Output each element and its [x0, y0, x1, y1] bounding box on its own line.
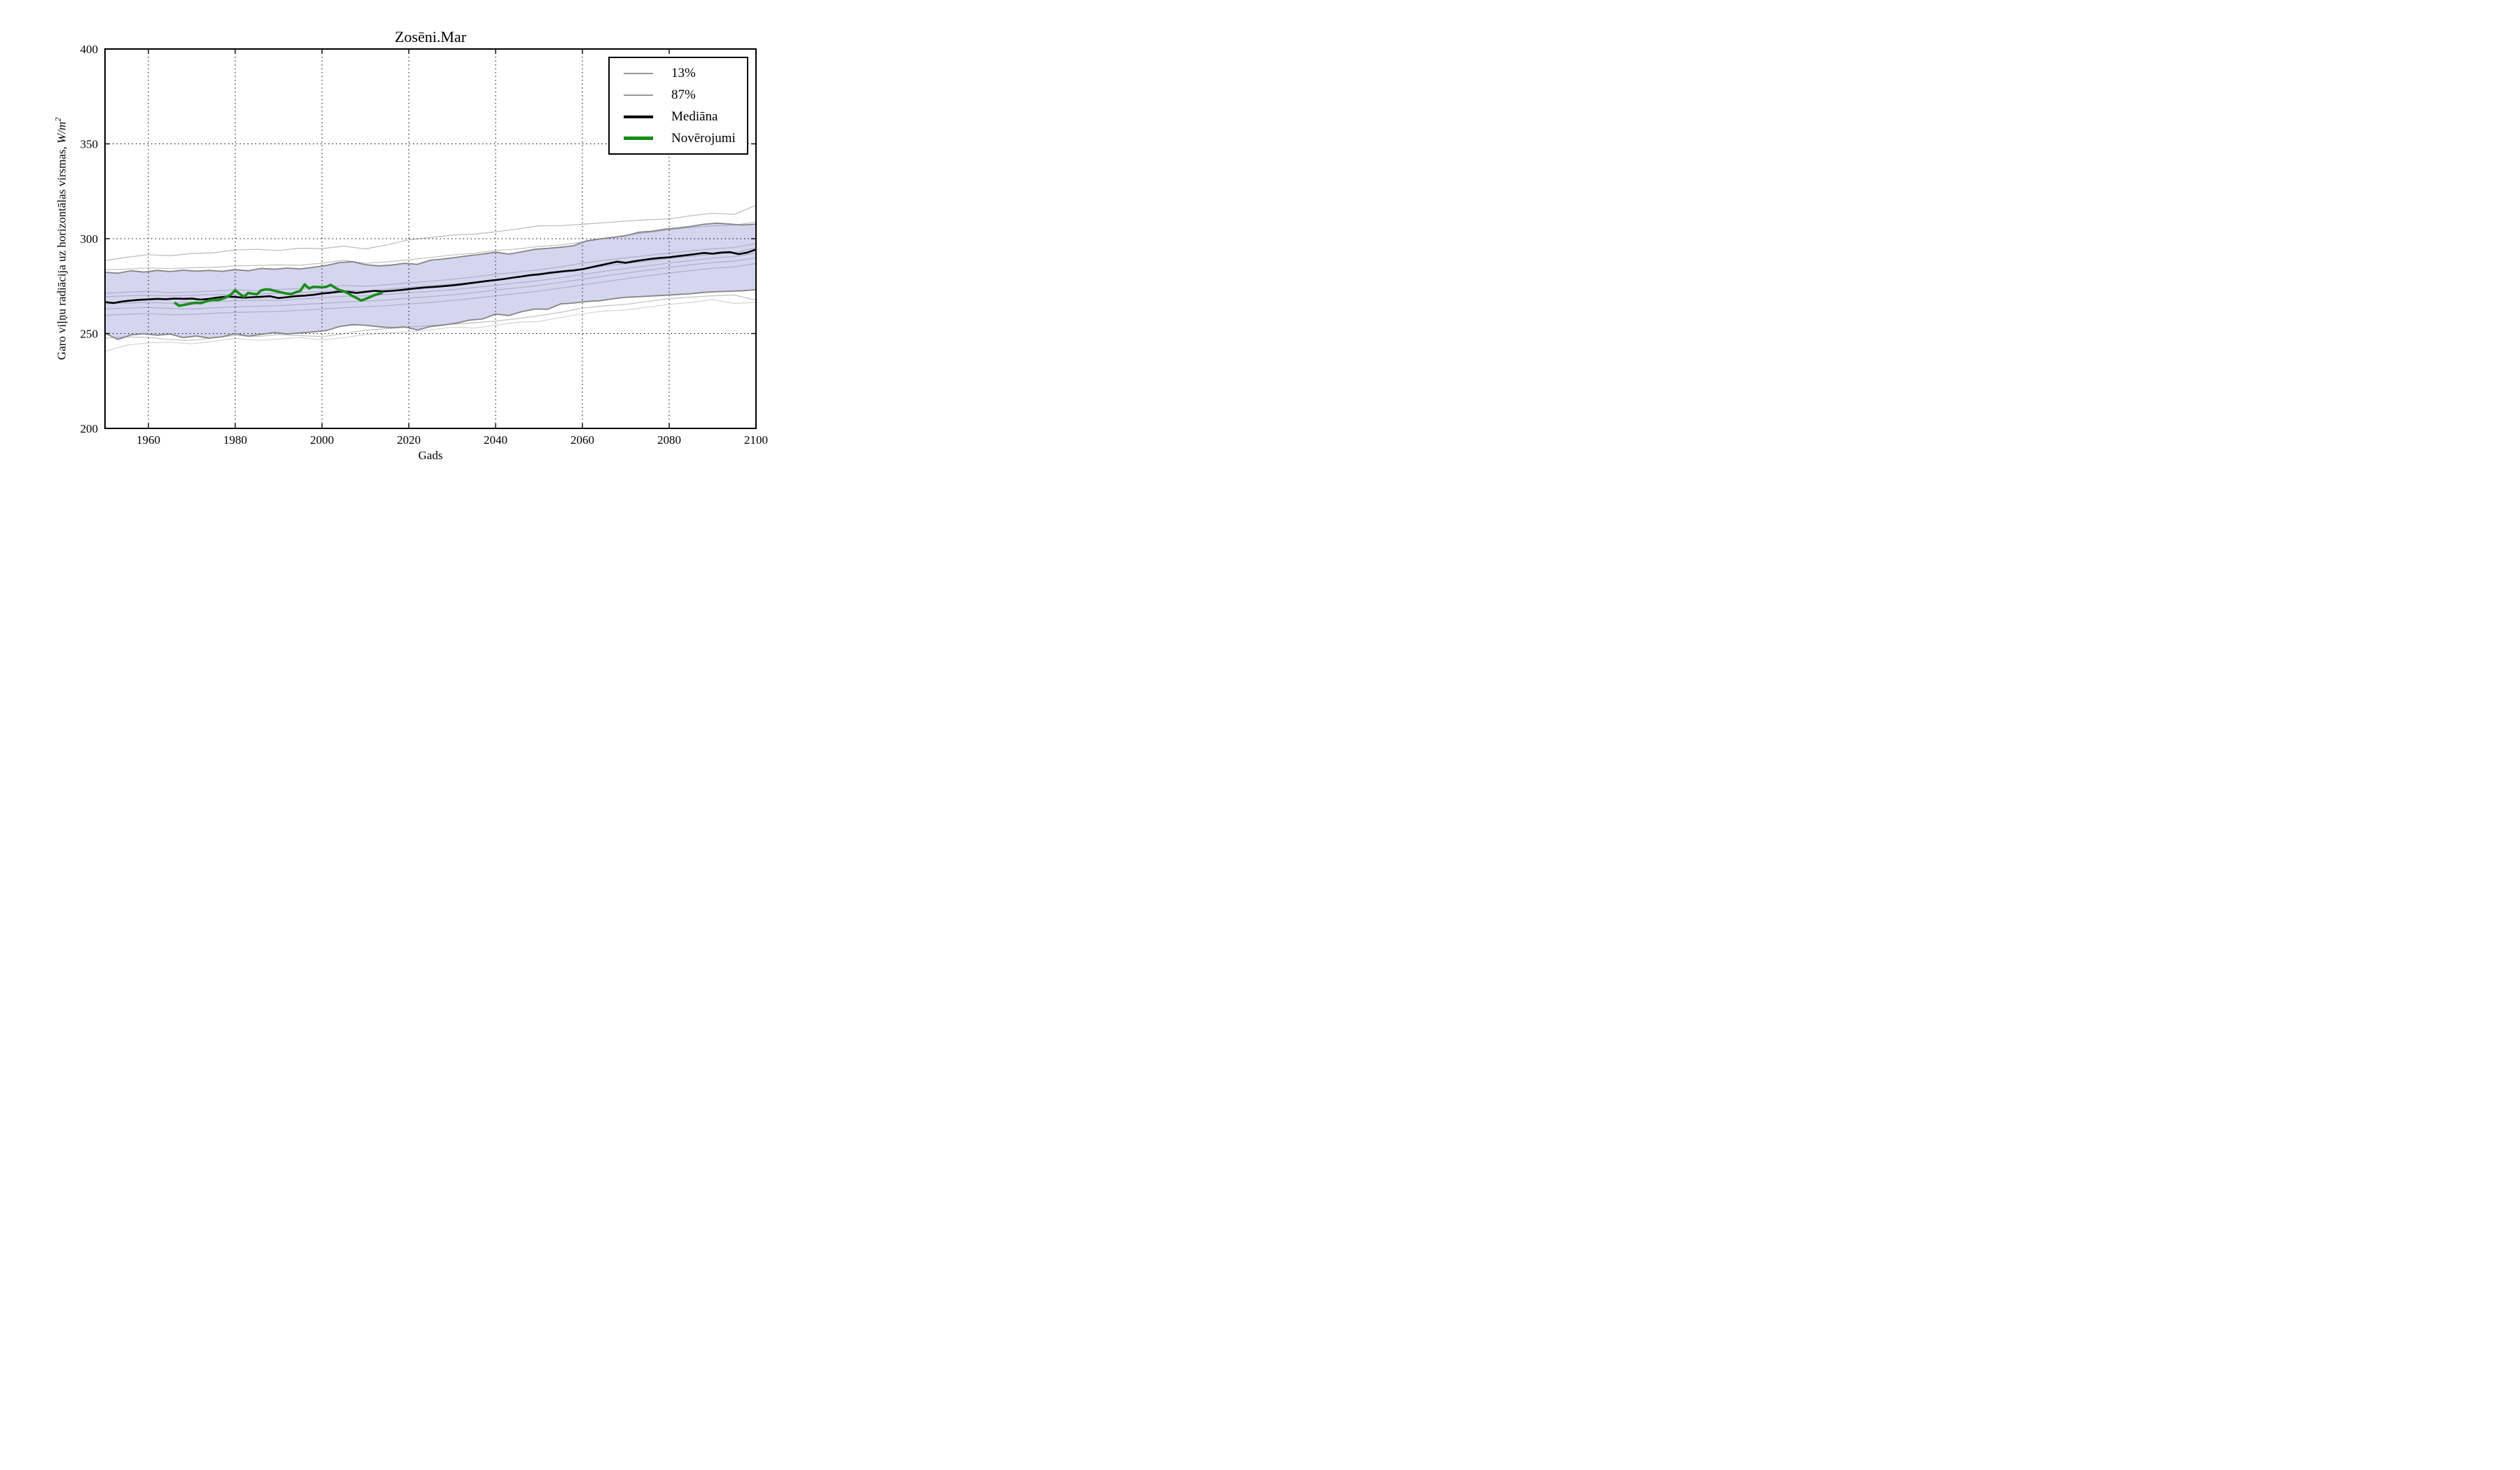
y-tick-label: 250 — [80, 328, 99, 341]
uncertainty-band — [105, 223, 756, 340]
ensemble-run-high-line — [104, 221, 757, 270]
chart-title: Zosēni.Mar — [394, 28, 467, 46]
ensemble-run-high-extreme-line — [104, 204, 757, 261]
x-tick-label: 2060 — [570, 433, 594, 447]
ensemble-run-mid-minus1-line — [104, 253, 757, 304]
y-tick-label: 300 — [80, 232, 99, 246]
y-axis-label-text: Garo viļņu radiācija uz horizontālas vir… — [55, 143, 69, 360]
y-tick-label: 200 — [80, 422, 99, 435]
percentile-87-line — [104, 222, 757, 274]
x-tick-label: 1960 — [136, 433, 160, 447]
legend-swatch-mediana — [624, 115, 653, 118]
median-line — [104, 248, 757, 304]
legend-box: 13% 87% Mediāna Novērojumi — [608, 57, 748, 155]
x-tick-label: 2020 — [397, 433, 421, 447]
ensemble-run-mid-plus2-line — [104, 243, 757, 294]
x-tick-label: 2040 — [484, 433, 507, 447]
x-tick-label: 2100 — [744, 433, 768, 447]
legend-label-87pct: 87% — [671, 88, 696, 102]
x-tick-label: 2080 — [657, 433, 681, 447]
legend-swatch-87pct — [624, 94, 653, 96]
legend-swatch-13pct — [624, 72, 653, 74]
x-tick-label: 2000 — [310, 433, 334, 447]
ensemble-run-low-extreme-line — [104, 299, 757, 352]
legend-item-mediana: Mediāna — [610, 106, 747, 127]
y-axis-label-unit: W/m — [55, 121, 69, 144]
chart-figure: 1960 1980 2000 2020 2040 2060 2080 2100 200 250 30… — [0, 0, 840, 490]
observations-line — [174, 283, 384, 307]
legend-item-87pct: 87% — [610, 85, 747, 106]
percentile-13-line — [104, 289, 757, 340]
x-tick-label: 1980 — [223, 433, 247, 447]
legend-label-noverojumi: Novērojumi — [671, 131, 736, 146]
chart-canvas: 1960 1980 2000 2020 2040 2060 2080 2100 200 250 30… — [80, 43, 769, 447]
ensemble-run-mid-minus2-line — [104, 257, 757, 310]
y-tick-label: 400 — [80, 43, 99, 56]
legend-label-mediana: Mediāna — [671, 109, 718, 124]
y-axis-label: Garo viļņu radiācija uz horizontālas vir… — [53, 118, 69, 360]
y-tick-label: 350 — [80, 138, 99, 151]
y-axis-label-exponent: 2 — [52, 117, 63, 122]
legend-item-noverojumi: Novērojumi — [610, 128, 747, 149]
ensemble-run-mid-minus3-line — [104, 262, 757, 316]
legend-label-13pct: 13% — [671, 66, 696, 80]
x-axis-label: Gads — [418, 449, 443, 462]
legend-item-13pct: 13% — [610, 63, 747, 84]
legend-swatch-noverojumi — [624, 136, 653, 140]
ensemble-run-mid-plus1-line — [104, 247, 757, 298]
